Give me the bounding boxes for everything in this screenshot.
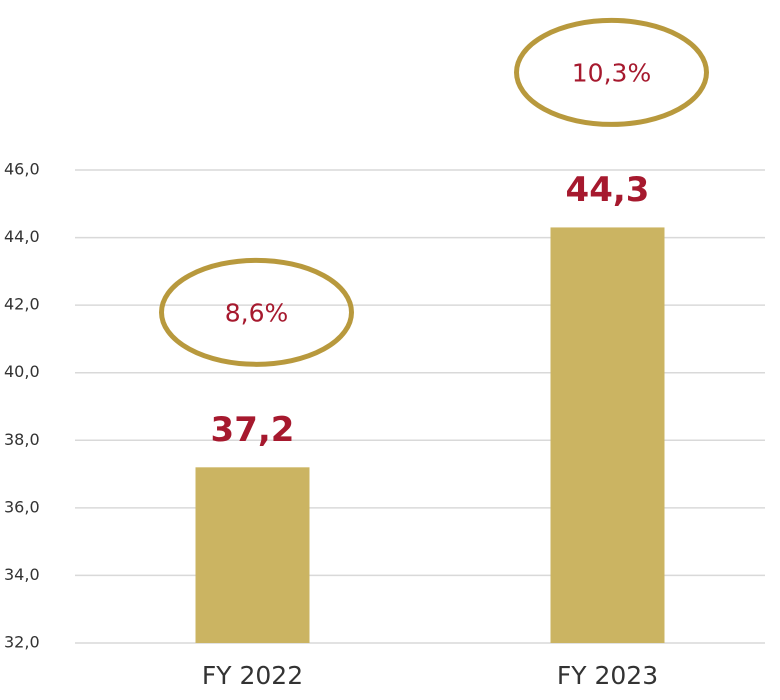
y-tick-label: 38,0: [4, 430, 40, 449]
y-tick-label: 42,0: [4, 295, 40, 314]
y-tick-label: 40,0: [4, 362, 40, 381]
bar: [195, 467, 310, 643]
annotation: 8,6%: [225, 298, 289, 327]
annotation-ellipse: [514, 17, 709, 127]
x-tick-label: FY 2022: [202, 661, 303, 690]
data-label: 44,3: [566, 170, 650, 210]
y-tick-label: 32,0: [4, 633, 40, 652]
y-tick-label: 36,0: [4, 497, 40, 516]
annotation-ellipse: [159, 257, 354, 367]
x-tick-label: FY 2023: [557, 661, 658, 690]
annotation: 10,3%: [572, 58, 651, 87]
data-label: 37,2: [211, 410, 295, 450]
bar: [550, 227, 665, 643]
y-tick-label: 44,0: [4, 227, 40, 246]
y-tick-label: 46,0: [4, 160, 40, 179]
y-tick-label: 34,0: [4, 565, 40, 584]
